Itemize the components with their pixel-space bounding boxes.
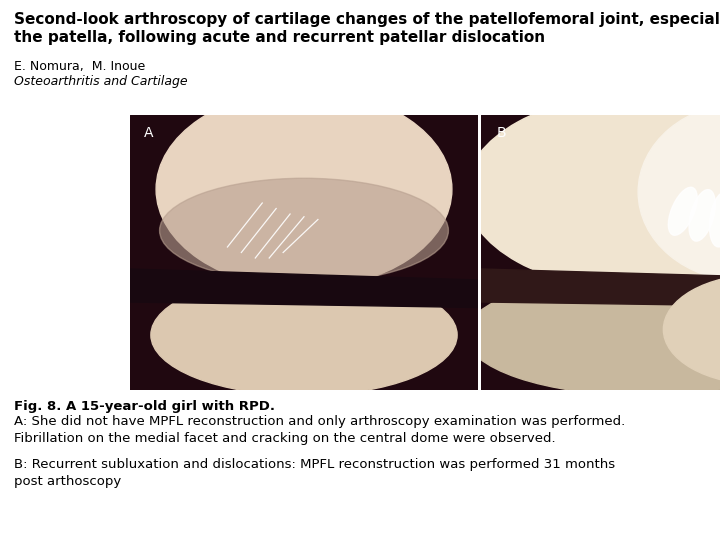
Ellipse shape <box>709 192 720 247</box>
Ellipse shape <box>465 274 720 395</box>
Ellipse shape <box>151 274 457 395</box>
Text: A: She did not have MPFL reconstruction and only arthroscopy examination was per: A: She did not have MPFL reconstruction … <box>14 415 625 445</box>
Text: E. Nomura,  M. Inoue: E. Nomura, M. Inoue <box>14 60 145 73</box>
Ellipse shape <box>668 187 697 235</box>
Ellipse shape <box>663 274 720 384</box>
Text: B: B <box>497 126 506 140</box>
Polygon shape <box>130 269 478 307</box>
Ellipse shape <box>638 103 720 281</box>
Ellipse shape <box>156 90 452 288</box>
Text: Osteoarthritis and Cartilage: Osteoarthritis and Cartilage <box>14 75 188 88</box>
Polygon shape <box>481 269 720 307</box>
Ellipse shape <box>689 190 715 241</box>
Text: B: Recurrent subluxation and dislocations: MPFL reconstruction was performed 31 : B: Recurrent subluxation and dislocation… <box>14 458 615 488</box>
Text: Second-look arthroscopy of cartilage changes of the patellofemoral joint, especi: Second-look arthroscopy of cartilage cha… <box>14 12 720 45</box>
Ellipse shape <box>465 93 720 291</box>
Text: Fig. 8. A 15-year-old girl with RPD.: Fig. 8. A 15-year-old girl with RPD. <box>14 400 275 413</box>
Text: A: A <box>144 126 153 140</box>
Ellipse shape <box>160 178 449 283</box>
